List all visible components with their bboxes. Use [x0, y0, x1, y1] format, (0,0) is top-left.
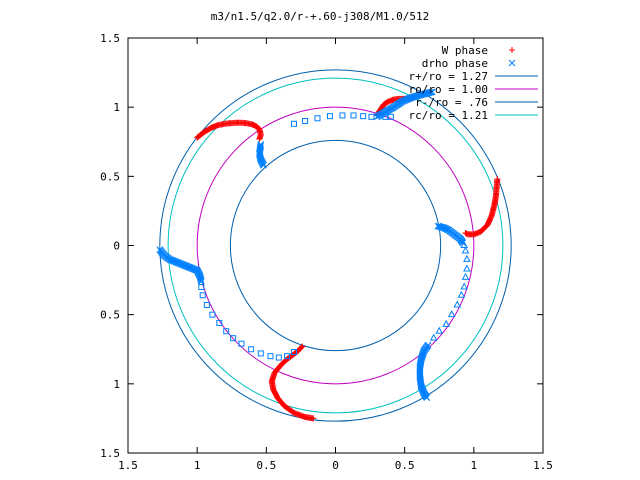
triangle-point	[463, 254, 471, 262]
legend-label: W phase	[442, 44, 488, 57]
circle-1.21	[167, 77, 504, 414]
square-point	[198, 284, 205, 290]
square-point	[238, 340, 245, 347]
x-tick-label: 0	[332, 459, 339, 472]
w-phase-point	[256, 135, 263, 142]
square-point	[223, 328, 230, 335]
y-tick-label: 0.5	[100, 309, 120, 322]
triangle-point	[457, 290, 466, 298]
square-point	[368, 113, 375, 120]
triangle-point	[435, 326, 444, 334]
reference-circles	[159, 69, 512, 422]
square-point	[216, 319, 223, 326]
chart-title: m3/n1.5/q2.0/r-+.60-j308/M1.0/512	[211, 10, 430, 23]
legend-label: ro/ro = 1.00	[409, 83, 488, 96]
square-point	[291, 120, 297, 127]
square-point	[284, 353, 291, 360]
square-point	[302, 118, 309, 124]
w-phase-point	[462, 230, 469, 237]
y-tick-label: 1	[113, 101, 120, 114]
x-tick-label: 0.5	[256, 459, 276, 472]
drho-phase-point	[260, 161, 267, 169]
x-tick-label: 1	[194, 459, 201, 472]
square-point	[360, 113, 367, 120]
drho-phase-point	[423, 394, 431, 402]
square-point	[248, 346, 255, 353]
drho-phase-point	[197, 278, 205, 285]
x-tick-label: 1	[471, 459, 478, 472]
circle-0.76	[229, 139, 442, 352]
drho-phase-point	[197, 277, 205, 284]
legend-label: drho phase	[422, 57, 488, 70]
triangle-point	[461, 272, 470, 280]
x-tick-label: 1.5	[533, 459, 553, 472]
y-tick-label: 1.5	[100, 447, 120, 460]
square-point	[203, 301, 210, 308]
triangle-point	[447, 310, 456, 318]
drho-phase-point	[459, 239, 467, 247]
triangle-point	[463, 264, 471, 272]
square-point	[350, 112, 357, 119]
legend-label: r+/ro = 1.27	[409, 70, 488, 83]
y-tick-label: 0.5	[100, 170, 120, 183]
triangle-point	[442, 319, 451, 327]
y-tick-label: 1	[113, 378, 120, 391]
triangle-point	[461, 246, 470, 254]
triangle-point	[460, 240, 468, 248]
square-point	[314, 115, 321, 122]
drho-phase-point	[197, 275, 205, 283]
square-point	[382, 113, 389, 120]
square-point	[339, 112, 346, 119]
square-point	[326, 113, 333, 120]
w-phase-point	[509, 47, 515, 53]
square-point	[230, 335, 237, 342]
w-phase-point	[310, 415, 317, 422]
square-point	[387, 113, 394, 120]
square-point	[291, 349, 297, 356]
legend-label: r-/ro = .76	[415, 96, 488, 109]
drho-phase-point	[508, 59, 516, 67]
square-point	[275, 354, 282, 361]
axis-ticks: 1.5 1 0.5 0 0.5 1 1.51.510.500.511.5	[100, 32, 553, 472]
legend-label: rc/ro = 1.21	[409, 109, 488, 122]
circle-1	[196, 106, 475, 385]
x-tick-label: 1.5	[118, 459, 138, 472]
triangle-point	[453, 300, 462, 308]
triangle-point	[429, 333, 438, 341]
square-point	[199, 292, 206, 299]
drho-phase-point	[428, 88, 436, 96]
circle-1.27	[159, 69, 512, 422]
y-tick-label: 1.5	[100, 32, 120, 45]
square-point	[209, 311, 216, 318]
y-tick-label: 0	[113, 240, 120, 253]
square-point	[257, 350, 264, 357]
triangle-point	[460, 282, 468, 290]
data-points	[156, 88, 501, 422]
drho-phase-point	[426, 89, 434, 96]
drho-phase-point	[427, 88, 435, 96]
square-point	[267, 353, 274, 360]
x-tick-label: 0.5	[395, 459, 415, 472]
